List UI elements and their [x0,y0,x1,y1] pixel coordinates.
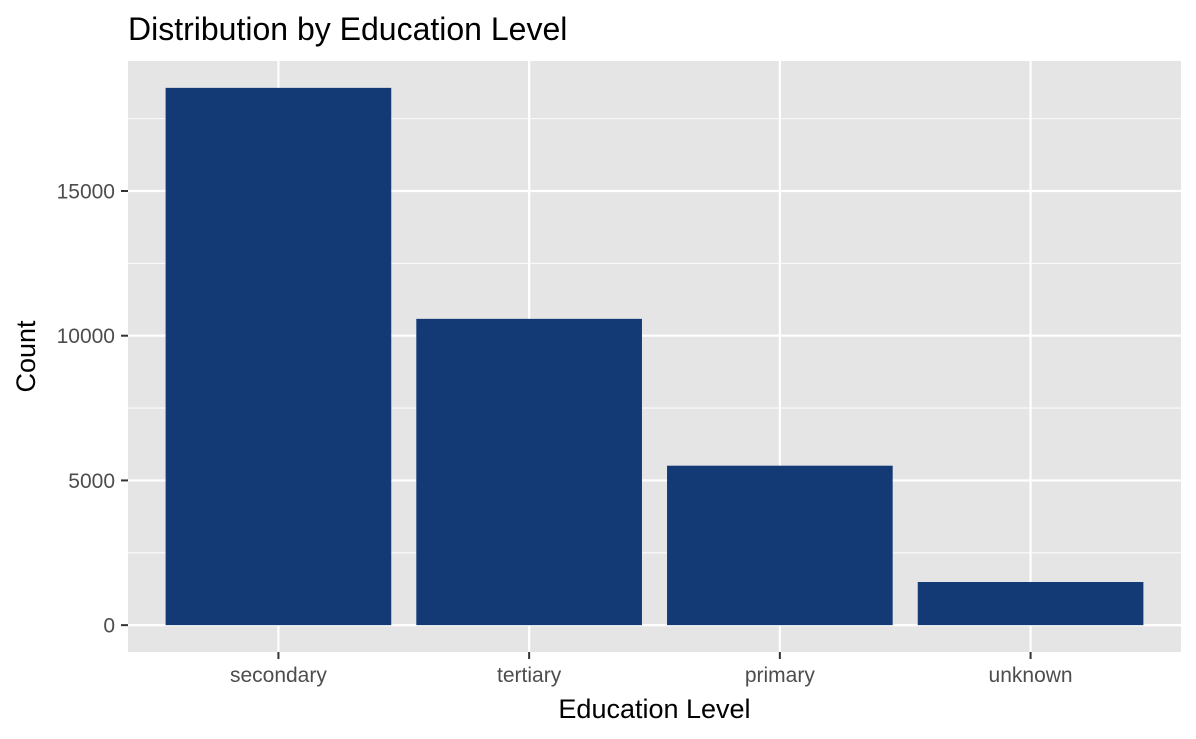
bars [165,87,1144,626]
y-tick-label: 15000 [57,180,115,203]
x-axis-title: Education Level [558,694,750,724]
y-tick-label: 0 [103,615,115,638]
x-tick-label: secondary [230,664,327,687]
bar-unknown [917,582,1144,626]
y-tick-label: 10000 [57,325,115,348]
y-axis: 0 5000 10000 15000 [57,180,128,638]
chart-title: Distribution by Education Level [128,11,567,47]
y-axis-title: Count [11,320,41,393]
x-tick-label: primary [745,664,816,687]
x-axis: secondary tertiary primary unknown [230,652,1073,687]
x-tick-label: unknown [989,664,1073,687]
bar-primary [667,465,893,626]
bar-secondary [165,87,392,626]
x-tick-label: tertiary [497,664,562,687]
y-tick-label: 5000 [68,470,115,493]
bar-tertiary [416,318,642,626]
